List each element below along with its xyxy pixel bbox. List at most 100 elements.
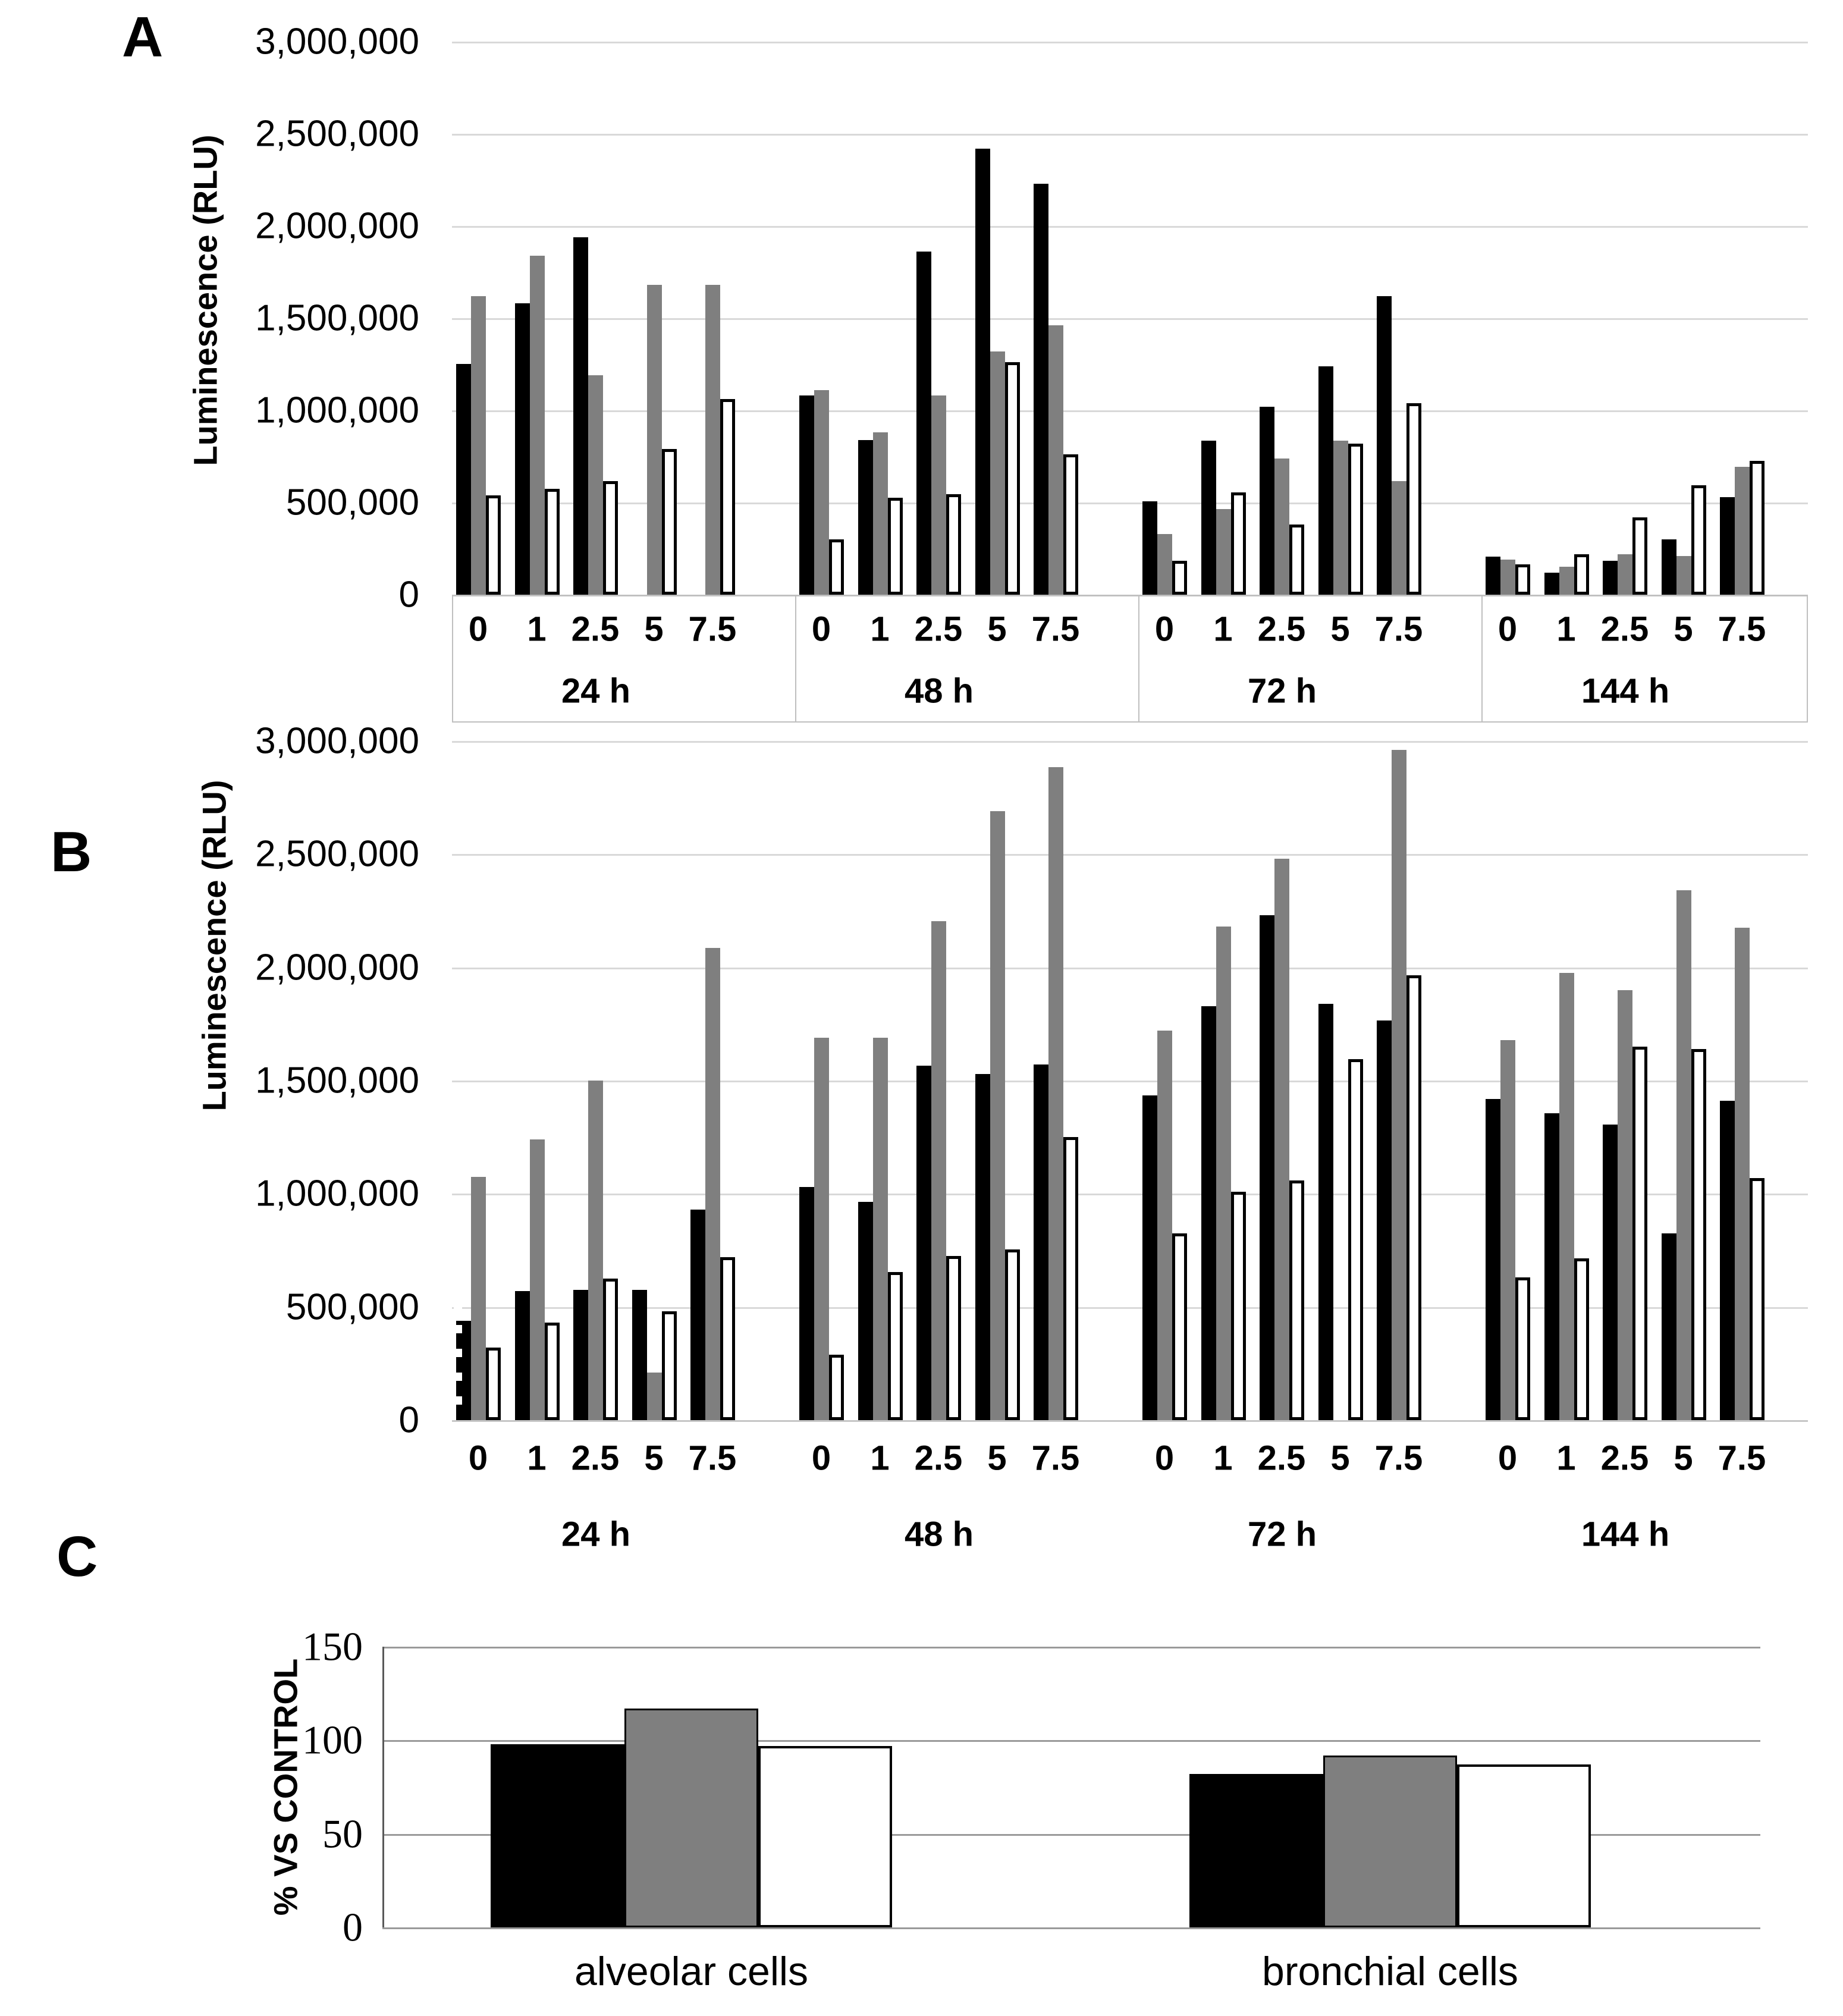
panel-b-bar-144h-2.5-grey [1618, 990, 1632, 1420]
panel-b-conc-label: 2.5 [914, 1439, 963, 1478]
panel-b-time-label: 48 h [904, 1515, 974, 1554]
panel-a-category-box [452, 595, 1808, 723]
panel-a-bar-144h-7.5-white [1750, 461, 1764, 595]
panel-b-bar-144h-2.5-white [1632, 1047, 1647, 1420]
panel-b-bar-24h-2.5-white [603, 1279, 618, 1420]
panel-a-conc-label: 2.5 [1600, 610, 1649, 649]
panel-b-conc-label: 2.5 [1600, 1439, 1649, 1478]
panel-a-bar-48h-5-black [975, 149, 990, 595]
panel-b-bar-24h-5-white [662, 1311, 677, 1420]
panel-b-bar-48h-7.5-white [1063, 1137, 1078, 1420]
panel-c-y-tick-label: 150 [302, 1624, 363, 1669]
panel-b-bar-72h-0-black [1142, 1095, 1157, 1420]
panel-a-bar-72h-7.5-black [1377, 296, 1392, 595]
panel-b-y-tick-label: 1,000,000 [255, 1173, 419, 1214]
panel-b-bar-48h-7.5-grey [1048, 767, 1063, 1420]
panel-c-y-axis-line [382, 1647, 384, 1927]
panel-a-bar-72h-1-white [1231, 492, 1246, 595]
panel-b-y-tick-label: 0 [398, 1399, 419, 1441]
panel-a-bar-48h-2.5-black [916, 252, 931, 595]
panel-a-bar-72h-2.5-grey [1274, 459, 1289, 595]
panel-a-bar-48h-1-black [858, 440, 873, 595]
panel-a-y-tick-label: 0 [398, 574, 419, 616]
panel-b-gridline-2000000 [452, 967, 1808, 969]
panel-b-bar-144h-0-white [1515, 1277, 1530, 1420]
panel-a-y-tick-label: 2,000,000 [255, 205, 419, 247]
panel-b-bar-144h-7.5-black [1720, 1101, 1735, 1420]
panel-a-conc-label: 2.5 [1257, 610, 1306, 649]
panel-b-bar-24h-0-white [486, 1348, 501, 1420]
panel-b-gridline-1500000 [452, 1080, 1808, 1082]
panel-b-conc-label: 5 [1674, 1439, 1693, 1478]
panel-b-bar-48h-0-grey [814, 1038, 829, 1420]
panel-a-conc-label: 1 [527, 610, 547, 649]
panel-c-bar-alveolar-white [758, 1746, 892, 1927]
b-axis-tick-marks [454, 1158, 462, 1419]
panel-a-conc-label: 2.5 [571, 610, 620, 649]
panel-a-gridline-1500000 [452, 318, 1808, 320]
panel-b-conc-label: 0 [468, 1439, 488, 1478]
panel-a-bar-24h-2.5-grey [588, 375, 603, 595]
panel-b-bar-144h-0-black [1486, 1099, 1500, 1420]
panel-c-y-tick-label: 50 [322, 1811, 363, 1857]
panel-c-category-label: alveolar cells [574, 1949, 809, 1994]
panel-a-bar-24h-0-white [486, 495, 501, 595]
panel-c-category-label: bronchial cells [1262, 1949, 1518, 1994]
panel-a-conc-label: 0 [468, 610, 488, 649]
panel-b-bar-48h-5-grey [990, 811, 1005, 1420]
panel-b-conc-label: 7.5 [688, 1439, 737, 1478]
panel-b-bar-24h-7.5-grey [705, 948, 720, 1420]
panel-b-bar-144h-0-grey [1500, 1040, 1515, 1420]
panel-b-bar-144h-5-grey [1676, 890, 1691, 1420]
panel-a-conc-label: 7.5 [688, 610, 737, 649]
panel-b-y-tick-label: 2,000,000 [255, 947, 419, 988]
panel-a-bar-72h-1-grey [1216, 509, 1231, 595]
panel-b-conc-label: 5 [1330, 1439, 1350, 1478]
panel-a-bar-48h-2.5-white [946, 494, 961, 595]
panel-a-bar-48h-5-grey [990, 351, 1005, 595]
panel-b-bar-144h-1-black [1544, 1113, 1559, 1420]
panel-a-bar-144h-0-white [1515, 564, 1530, 595]
panel-b-bar-144h-7.5-grey [1735, 928, 1750, 1420]
panel-b-conc-label: 1 [527, 1439, 547, 1478]
panel-a-bar-144h-0-grey [1500, 560, 1515, 595]
panel-b-bar-48h-1-black [858, 1202, 873, 1420]
panel-a-time-label: 72 h [1247, 671, 1317, 711]
panel-a-conc-label: 7.5 [1031, 610, 1080, 649]
panel-a-bar-144h-5-grey [1676, 556, 1691, 595]
panel-a-bar-24h-2.5-black [573, 237, 588, 595]
panel-b-bar-24h-0-grey [471, 1177, 486, 1420]
panel-a-bar-144h-1-white [1574, 554, 1589, 595]
panel-b-bar-72h-2.5-white [1289, 1180, 1304, 1420]
panel-a-y-tick-label: 1,000,000 [255, 390, 419, 431]
panel-a-bar-144h-2.5-grey [1618, 554, 1632, 595]
panel-c-letter: C [56, 1525, 98, 1588]
panel-a-bar-48h-1-white [888, 498, 903, 595]
panel-a-bar-24h-1-white [545, 489, 560, 595]
panel-c-y-axis-title: % VS CONTROL [266, 1658, 304, 1916]
panel-b-bar-24h-5-black [632, 1290, 647, 1420]
panel-b-conc-label: 0 [1154, 1439, 1175, 1478]
panel-a-y-tick-label: 1,500,000 [255, 297, 419, 339]
panel-b-bar-72h-2.5-grey [1274, 859, 1289, 1420]
panel-b-y-tick-label: 2,500,000 [255, 833, 419, 875]
panel-a-conc-label: 1 [870, 610, 890, 649]
panel-a-conc-label: 5 [987, 610, 1007, 649]
panel-a-conc-label: 1 [1556, 610, 1576, 649]
panel-b-x-axis-line [452, 1420, 1808, 1422]
panel-a-y-tick-label: 2,500,000 [255, 113, 419, 155]
panel-a-bar-48h-7.5-white [1063, 454, 1078, 595]
panel-b-conc-label: 0 [1497, 1439, 1518, 1478]
panel-a-category-box-separator [795, 595, 796, 723]
panel-b-bar-48h-2.5-grey [931, 921, 946, 1420]
panel-b-conc-label: 2.5 [571, 1439, 620, 1478]
panel-b-time-label: 24 h [561, 1515, 631, 1554]
panel-b-time-label: 144 h [1581, 1515, 1670, 1554]
panel-b-conc-label: 5 [987, 1439, 1007, 1478]
panel-b-gridline-1000000 [452, 1194, 1808, 1196]
panel-a-y-tick-label: 3,000,000 [255, 21, 419, 62]
panel-a-gridline-500000 [452, 503, 1808, 504]
panel-b-gridline-500000 [452, 1307, 1808, 1309]
panel-b-bar-24h-2.5-grey [588, 1081, 603, 1420]
